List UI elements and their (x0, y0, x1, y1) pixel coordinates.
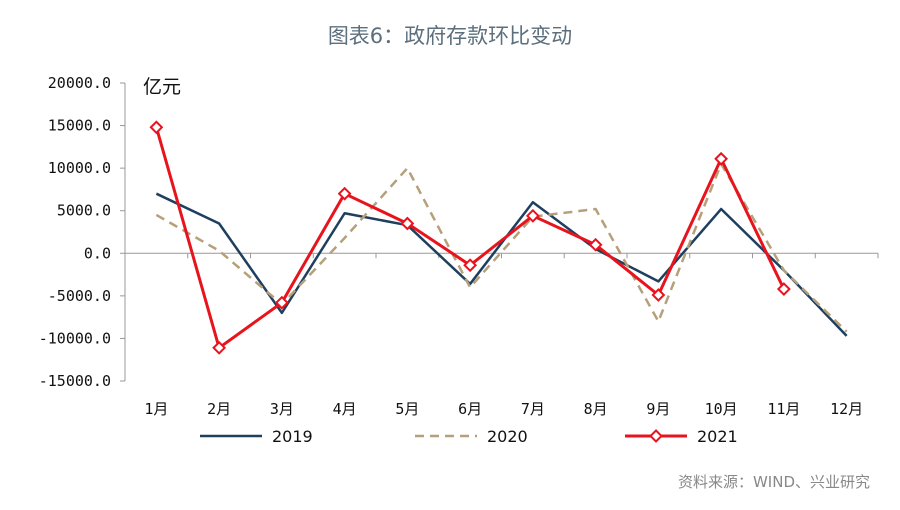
y-tick-label: -10000.0 (39, 329, 111, 347)
chart-title: 图表6：政府存款环比变动 (328, 24, 572, 48)
y-tick-label: 0.0 (84, 244, 111, 262)
data-point-marker (463, 258, 478, 273)
y-tick-label: 20000.0 (48, 74, 111, 92)
y-tick-label: -15000.0 (39, 372, 111, 390)
source-note: 资料来源：WIND、兴业研究 (678, 473, 870, 491)
data-point-marker (212, 340, 227, 355)
data-point-marker (274, 295, 289, 310)
data-point-marker (649, 429, 663, 443)
x-tick-label: 2月 (207, 400, 231, 418)
data-point-marker (714, 151, 729, 166)
legend-label-2021: 2021 (697, 427, 738, 446)
x-tick-label: 1月 (144, 400, 168, 418)
data-point-marker (651, 288, 666, 302)
x-tick-label: 10月 (705, 400, 738, 418)
series-line-2020 (155, 162, 848, 333)
data-point-marker (588, 237, 603, 252)
x-tick-label: 4月 (333, 400, 357, 418)
x-tick-label: 12月 (830, 400, 863, 418)
unit-label: 亿元 (143, 76, 181, 98)
x-tick-label: 8月 (584, 400, 608, 418)
x-tick-label: 5月 (395, 400, 419, 418)
y-tick-label: 15000.0 (48, 117, 111, 135)
x-tick-label: 3月 (270, 400, 294, 418)
data-point-marker (776, 282, 791, 296)
series-line-2021 (154, 126, 786, 350)
data-point-marker (525, 208, 540, 223)
data-point-marker (400, 216, 415, 231)
legend: 2019 2020 2021 (200, 427, 738, 446)
x-tick-label: 7月 (521, 400, 545, 418)
y-tick-label: -5000.0 (48, 287, 111, 305)
series-line-2019 (155, 192, 848, 337)
series-layer (149, 120, 848, 355)
legend-label-2020: 2020 (487, 427, 528, 446)
x-tick-label: 9月 (646, 400, 670, 418)
x-tick-label: 11月 (767, 400, 800, 418)
data-point-marker (337, 186, 352, 201)
y-tick-label: 5000.0 (57, 202, 111, 220)
y-tick-label: 10000.0 (48, 159, 111, 177)
axes: 20000.0 15000.0 10000.0 5000.0 0.0 -5000.0 -10… (39, 74, 879, 418)
data-point-marker (149, 120, 164, 135)
x-tick-label: 6月 (458, 400, 482, 418)
legend-label-2019: 2019 (272, 427, 313, 446)
